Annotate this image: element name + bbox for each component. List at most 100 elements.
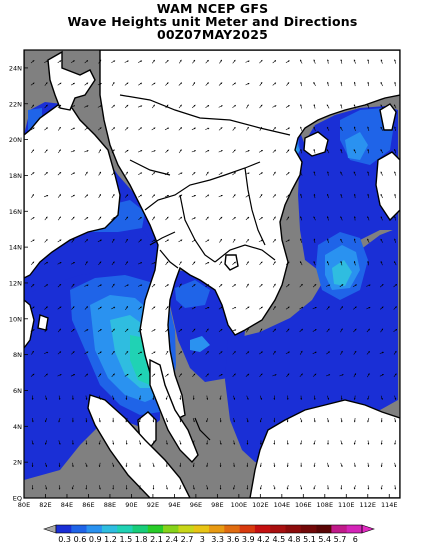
direction-arrow xyxy=(57,216,61,221)
direction-arrow xyxy=(166,485,168,490)
colorbar-label: 1.5 xyxy=(119,535,132,544)
direction-arrow xyxy=(312,373,317,377)
direction-arrow xyxy=(70,60,75,64)
direction-arrow xyxy=(218,194,223,198)
direction-arrow xyxy=(58,395,61,400)
direction-arrow xyxy=(112,462,115,468)
lon-tick-label: 88E xyxy=(104,501,116,509)
direction-arrow xyxy=(98,149,102,154)
direction-arrow xyxy=(327,171,329,176)
direction-arrow xyxy=(379,373,384,377)
direction-arrow xyxy=(326,261,330,266)
direction-arrow xyxy=(98,216,102,221)
direction-arrow xyxy=(165,59,169,64)
direction-arrow xyxy=(179,417,182,423)
direction-arrow xyxy=(111,216,116,220)
direction-arrow xyxy=(259,126,263,131)
direction-arrow xyxy=(98,417,101,423)
lon-tick-label: 94E xyxy=(168,501,180,509)
direction-arrow xyxy=(138,417,141,423)
direction-arrow xyxy=(326,351,330,355)
direction-arrow xyxy=(30,283,35,288)
lon-tick-label: 104E xyxy=(274,501,291,509)
direction-arrow xyxy=(340,395,343,400)
direction-arrow xyxy=(57,283,62,288)
colorbar-swatch xyxy=(147,525,164,533)
direction-arrow xyxy=(286,82,290,86)
direction-arrow xyxy=(70,172,76,175)
direction-arrow xyxy=(205,261,210,265)
direction-arrow xyxy=(327,462,330,468)
direction-arrow xyxy=(43,351,49,354)
direction-arrow xyxy=(285,171,290,176)
direction-arrow xyxy=(299,59,303,64)
colorbar-label: 3.6 xyxy=(227,535,240,544)
direction-arrow xyxy=(57,306,62,310)
direction-arrow xyxy=(165,104,169,109)
colorbar-swatch xyxy=(331,525,347,533)
colorbar-swatch xyxy=(163,525,179,533)
direction-arrow xyxy=(299,283,303,288)
direction-arrow xyxy=(340,104,343,109)
direction-arrow xyxy=(340,216,343,221)
direction-arrow xyxy=(245,373,250,377)
direction-arrow xyxy=(30,373,35,377)
direction-arrow xyxy=(219,440,222,445)
direction-arrow xyxy=(111,127,116,131)
direction-arrow xyxy=(233,485,235,490)
direction-arrow xyxy=(98,395,101,400)
direction-arrow xyxy=(246,104,249,109)
direction-arrow xyxy=(339,284,344,288)
direction-arrow xyxy=(325,374,331,377)
direction-arrow xyxy=(219,238,223,243)
direction-arrow xyxy=(111,60,116,63)
direction-arrow xyxy=(70,374,76,377)
direction-arrow xyxy=(98,261,102,266)
direction-arrow xyxy=(246,261,249,266)
direction-arrow xyxy=(233,440,236,445)
direction-arrow xyxy=(85,395,88,400)
direction-arrow xyxy=(340,462,343,468)
direction-arrow xyxy=(394,81,396,87)
direction-arrow xyxy=(44,171,48,176)
lon-tick-label: 106E xyxy=(295,501,312,509)
direction-arrow xyxy=(111,283,115,288)
direction-arrow xyxy=(44,417,47,423)
direction-arrow xyxy=(393,104,397,109)
map-frame xyxy=(23,49,401,499)
lon-tick-label: 114E xyxy=(381,501,398,509)
colorbar-swatch xyxy=(239,525,256,533)
direction-arrow xyxy=(44,216,48,221)
direction-arrow xyxy=(84,261,88,266)
direction-arrow xyxy=(367,373,370,378)
direction-arrow xyxy=(380,193,383,199)
direction-arrow xyxy=(179,485,182,490)
direction-arrow xyxy=(58,485,61,490)
direction-arrow xyxy=(232,194,236,198)
colorbar-swatch xyxy=(132,525,149,533)
direction-arrow xyxy=(138,127,142,131)
direction-arrow xyxy=(232,149,236,154)
direction-arrow xyxy=(312,351,317,354)
lon-tick-label: 96E xyxy=(190,501,202,509)
lat-tick-label: 2N xyxy=(13,459,22,467)
direction-arrow xyxy=(151,373,156,377)
lon-tick-label: 80E xyxy=(18,501,30,509)
direction-arrow xyxy=(178,194,183,198)
direction-arrow xyxy=(151,306,156,310)
direction-arrow xyxy=(272,194,276,198)
direction-arrow xyxy=(380,126,383,131)
direction-arrow xyxy=(111,81,115,87)
direction-arrow xyxy=(367,440,370,445)
map-plot-area xyxy=(24,50,400,498)
direction-arrow xyxy=(71,328,75,333)
direction-arrow xyxy=(30,261,35,266)
direction-arrow xyxy=(272,283,276,288)
direction-arrow xyxy=(353,59,356,64)
direction-arrow xyxy=(353,373,357,378)
direction-arrow xyxy=(245,239,250,243)
direction-arrow xyxy=(286,328,290,333)
direction-arrow xyxy=(84,284,89,287)
direction-arrow xyxy=(353,171,356,176)
colorbar-swatch xyxy=(101,525,118,533)
